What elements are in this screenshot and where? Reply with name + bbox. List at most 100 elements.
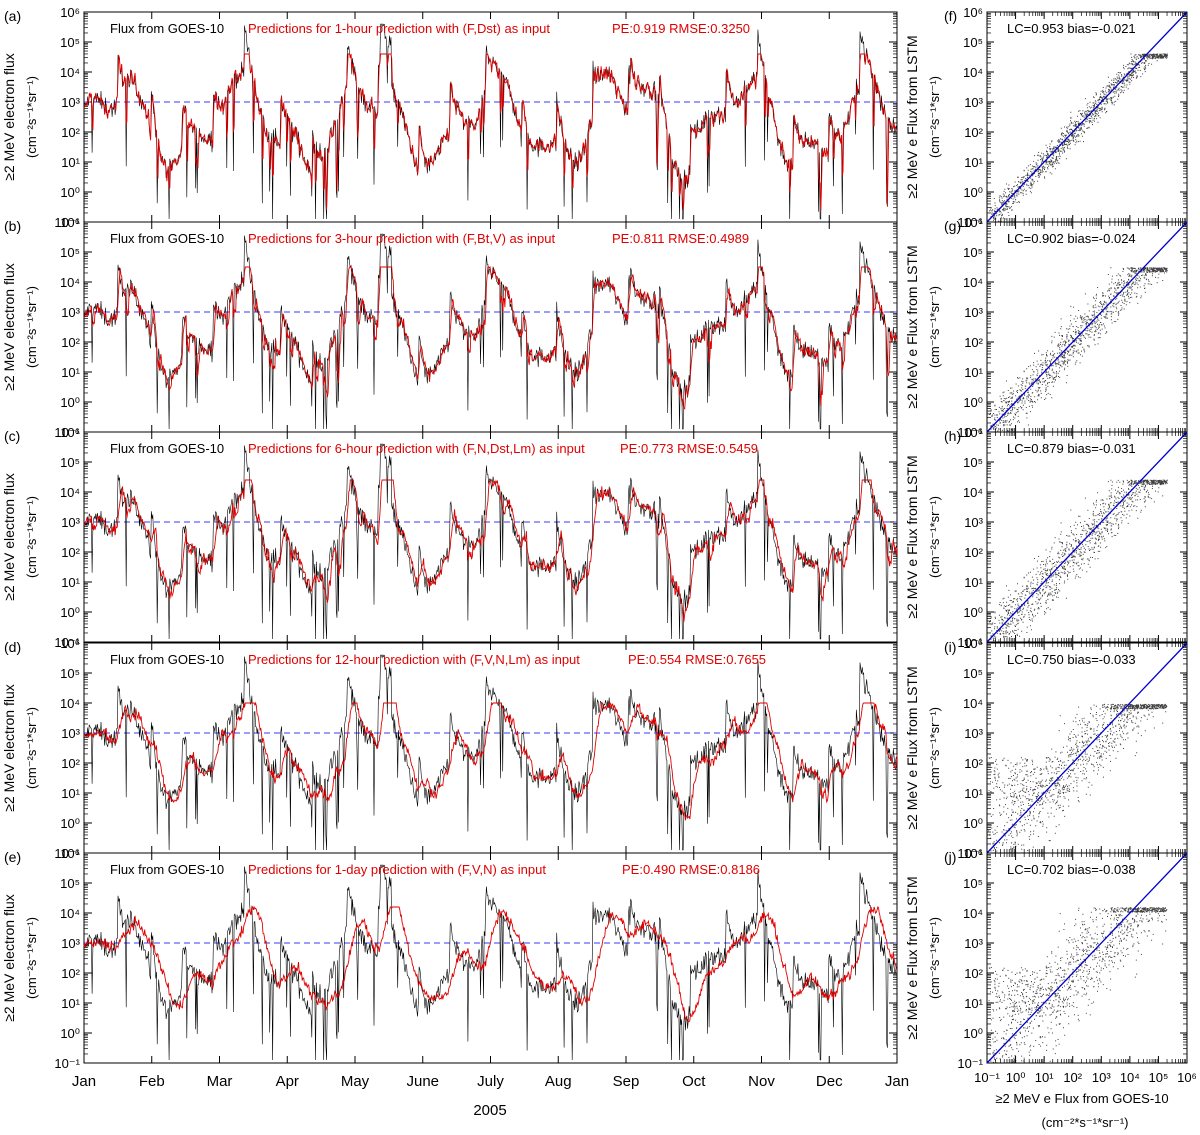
panel-label: (c) [4,428,20,444]
panel-label: (a) [4,8,21,24]
y-tick-label: 10² [964,756,983,771]
observed-legend: Flux from GOES-10 [110,652,224,667]
metrics-label: PE:0.554 RMSE:0.7655 [628,652,766,667]
y-tick-label: 10³ [964,936,983,951]
y-tick-label: 10³ [61,936,80,951]
scatter-panel-f: 10⁻¹ 10⁰ 10¹ 10² 10³ 10⁴ 10⁵ 10⁶ (f) LC=0.953 bia… [904,5,1188,230]
y-tick-label: 10¹ [61,786,80,801]
y-axis-units: (cm⁻²s⁻¹*sr⁻¹) [24,76,39,158]
y-tick-label: 10³ [61,515,80,530]
time-panel-c: 10⁻¹ 10⁰ 10¹ 10² 10³ 10⁴ 10⁵ 10⁶ (c) Flux from GO… [1,425,898,650]
y-tick-label: 10⁵ [60,455,80,470]
y-axis-label: ≥2 MeV electron flux [1,473,17,601]
identity-line [986,221,1188,433]
y-tick-label: 10⁻¹ [54,215,80,230]
y-tick-label: 10⁶ [60,846,80,861]
scatter-stats: LC=0.702 bias=-0.038 [1007,862,1136,877]
scatter-stats: LC=0.750 bias=-0.033 [1007,652,1136,667]
x-tick-label: Jan [72,1073,96,1090]
scatter-y-label: ≥2 MeV e Flux from LSTM [904,666,920,829]
y-tick-label: 10² [964,335,983,350]
scatter-panel-j: 10⁻¹10⁻¹10⁰10⁰10¹10¹10²10²10³10³10⁴10⁴10… [904,846,1197,1085]
y-tick-label: 10² [964,545,983,560]
y-tick-label: 10⁴ [60,275,80,290]
y-axis-label: ≥2 MeV electron flux [1,894,17,1022]
y-tick-label: 10⁻¹ [957,215,983,230]
observed-legend: Flux from GOES-10 [110,231,224,246]
x-tick-label: Oct [682,1073,706,1090]
y-tick-label: 10⁵ [963,666,983,681]
scatter-points [988,703,1168,854]
y-tick-label: 10⁻¹ [54,846,80,861]
y-tick-label: 10³ [61,305,80,320]
x-tick-label: 10² [1063,1070,1082,1085]
scatter-xlabel: ≥2 MeV e Flux from GOES-10 [995,1091,1168,1106]
y-tick-label: 10² [964,125,983,140]
y-tick-label: 10⁰ [963,395,983,410]
predicted-series [83,266,898,410]
y-tick-label: 10⁰ [963,816,983,831]
x-tick-label: Sep [613,1073,640,1090]
y-tick-label: 10⁶ [60,425,80,440]
scatter-stats: LC=0.879 bias=-0.031 [1007,441,1136,456]
identity-line [986,11,1188,223]
panel-label: (i) [944,639,956,655]
y-tick-label: 10⁵ [963,245,983,260]
time-panel-frame [83,642,898,854]
y-tick-label: 10⁶ [963,846,983,861]
y-tick-label: 10² [61,966,80,981]
y-tick-label: 10⁰ [60,395,80,410]
y-tick-label: 10⁶ [60,5,80,20]
scatter-stats: LC=0.953 bias=-0.021 [1007,21,1136,36]
y-tick-label: 10⁴ [60,485,80,500]
y-tick-label: 10⁴ [60,65,80,80]
predicted-legend: Predictions for 6-hour prediction with (… [248,441,585,456]
y-axis-units: (cm⁻²s⁻¹*sr⁻¹) [24,917,39,999]
identity-line [986,431,1188,643]
time-panel-b: 10⁻¹ 10⁰ 10¹ 10² 10³ 10⁴ 10⁵ 10⁶ (b) Flux from GO… [1,215,898,440]
identity-line [986,852,1188,1064]
x-tick-label: Aug [545,1073,572,1090]
y-tick-label: 10⁰ [963,605,983,620]
scatter-y-units: (cm⁻²s⁻¹*sr⁻¹) [927,707,942,789]
y-tick-label: 10¹ [61,365,80,380]
y-tick-label: 10¹ [964,155,983,170]
time-panel-a: 10⁻¹ 10⁰ 10¹ 10² 10³ 10⁴ 10⁵ 10⁶ (a) Flux from GO… [1,5,898,230]
y-tick-label: 10⁵ [60,35,80,50]
y-tick-label: 10⁻¹ [957,425,983,440]
x-tick-label: 10¹ [1035,1070,1054,1085]
y-tick-label: 10⁶ [60,215,80,230]
x-tick-label: Nov [748,1073,775,1090]
scatter-panel-i: 10⁻¹ 10⁰ 10¹ 10² 10³ 10⁴ 10⁵ 10⁶ (i) LC=0.750 bia… [904,636,1188,861]
y-tick-label: 10³ [964,305,983,320]
y-axis-label: ≥2 MeV electron flux [1,263,17,391]
y-tick-label: 10³ [61,726,80,741]
scatter-xlabel-units: (cm⁻²*s⁻¹*sr⁻¹) [1041,1115,1128,1130]
year-label: 2005 [473,1102,506,1119]
panel-label: (d) [4,639,21,655]
y-tick-label: 10² [61,335,80,350]
y-tick-label: 10⁵ [60,876,80,891]
y-tick-label: 10⁴ [963,485,983,500]
x-tick-label: July [477,1073,504,1090]
y-tick-label: 10⁶ [963,5,983,20]
scatter-y-label: ≥2 MeV e Flux from LSTM [904,245,920,408]
y-tick-label: 10⁴ [60,696,80,711]
y-tick-label: 10⁻¹ [54,1056,80,1071]
y-tick-label: 10⁵ [963,35,983,50]
time-panel-e: 10⁻¹ 10⁰ 10¹ 10² 10³ 10⁴ 10⁵ 10⁶ Jan Feb Mar Apr May… [1,846,909,1090]
predicted-series [83,905,898,1023]
y-tick-label: 10¹ [964,786,983,801]
metrics-label: PE:0.919 RMSE:0.3250 [612,21,750,36]
predicted-series [83,479,898,622]
time-panel-d: 10⁻¹ 10⁰ 10¹ 10² 10³ 10⁴ 10⁵ 10⁶ (d) Flux from GO… [1,636,898,861]
x-tick-label: Mar [207,1073,233,1090]
time-panel-frame [83,11,898,223]
x-tick-label: 10⁶ [1177,1070,1197,1085]
x-tick-label: 10⁰ [1006,1070,1026,1085]
y-tick-label: 10⁰ [963,1026,983,1041]
y-tick-label: 10¹ [61,996,80,1011]
y-tick-label: 10⁵ [963,455,983,470]
